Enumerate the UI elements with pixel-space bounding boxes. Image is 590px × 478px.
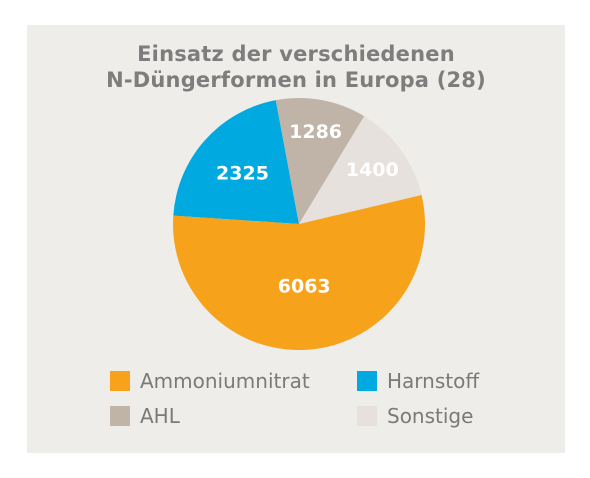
legend-item-ahl: AHL <box>110 403 180 429</box>
legend-swatch-ahl <box>110 406 130 426</box>
pie-slice-sonstige <box>299 116 422 224</box>
legend-item-sonstige: Sonstige <box>357 403 473 429</box>
legend-swatch-harnstoff <box>357 371 377 391</box>
legend-label-harnstoff: Harnstoff <box>387 369 480 393</box>
chart-legend: Ammoniumnitrat Harnstoff AHL Sonstige <box>27 25 565 453</box>
pie-label-ahl: 1286 <box>289 121 342 143</box>
chart-title-line-2: N-Düngerformen in Europa (28) <box>106 68 486 92</box>
pie-slice-ahl <box>275 98 365 224</box>
chart-title: Einsatz der verschiedenen N-Düngerformen… <box>27 41 565 93</box>
legend-swatch-sonstige <box>357 406 377 426</box>
pie-label-ammoniumnitrat: 6063 <box>278 275 331 297</box>
pie-label-sonstige: 1400 <box>346 159 399 181</box>
legend-swatch-ammoniumnitrat <box>110 371 130 391</box>
legend-label-sonstige: Sonstige <box>387 404 474 428</box>
chart-panel: Einsatz der verschiedenen N-Düngerformen… <box>27 25 565 453</box>
legend-label-ammoniumnitrat: Ammoniumnitrat <box>140 369 310 393</box>
legend-item-ammoniumnitrat: Ammoniumnitrat <box>110 368 310 394</box>
legend-item-harnstoff: Harnstoff <box>357 368 479 394</box>
pie-slice-ammoniumnitrat <box>173 195 426 351</box>
legend-label-ahl: AHL <box>140 404 180 428</box>
chart-title-line-1: Einsatz der verschiedenen <box>137 42 455 66</box>
pie-label-harnstoff: 2325 <box>216 162 269 184</box>
pie-slice-harnstoff <box>173 100 299 224</box>
